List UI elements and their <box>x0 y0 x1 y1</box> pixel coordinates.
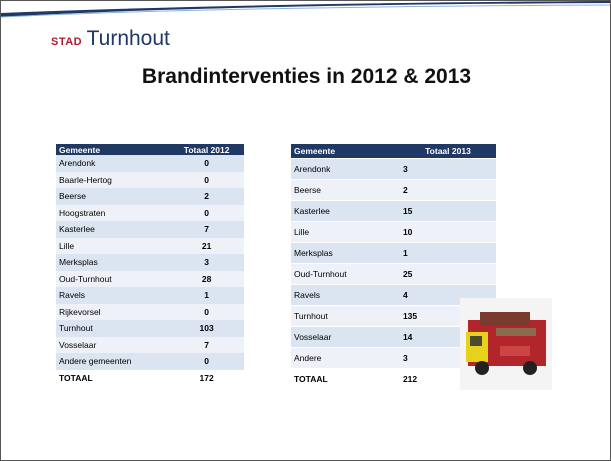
cell-value: 0 <box>169 172 244 189</box>
cell-municipality: Ravels <box>291 285 400 306</box>
slide-title: Brandinterventies in 2012 & 2013 <box>1 65 611 89</box>
cell-value: 10 <box>400 222 496 243</box>
logo-name: Turnhout <box>87 27 170 50</box>
cell-value: 7 <box>169 337 244 354</box>
cell-value: 2 <box>400 180 496 201</box>
cell-value: 3 <box>169 254 244 271</box>
cell-value: 1 <box>400 243 496 264</box>
cell-municipality: Beerse <box>291 180 400 201</box>
cell-municipality: Andere gemeenten <box>56 353 169 370</box>
cell-value: 103 <box>169 320 244 337</box>
logo-prefix: STAD <box>51 36 82 48</box>
cell-municipality: Lille <box>291 222 400 243</box>
cell-municipality: Vosselaar <box>56 337 169 354</box>
column-header: Totaal 2013 <box>400 144 496 159</box>
cell-municipality: Merksplas <box>56 254 169 271</box>
top-swoosh <box>1 1 611 21</box>
cell-municipality: Andere <box>291 348 400 369</box>
cell-municipality: Oud-Turnhout <box>291 264 400 285</box>
fire-truck-image <box>460 298 552 390</box>
cell-value: 3 <box>400 159 496 180</box>
cell-municipality: Baarle-Hertog <box>56 172 169 189</box>
cell-municipality: Hoogstraten <box>56 205 169 222</box>
column-header: Totaal 2012 <box>169 144 244 155</box>
cell-municipality: Vosselaar <box>291 327 400 348</box>
cell-municipality: Kasterlee <box>56 221 169 238</box>
cell-value: 7 <box>169 221 244 238</box>
column-header: Gemeente <box>291 144 400 159</box>
cell-municipality: Turnhout <box>291 306 400 327</box>
cell-value: 25 <box>400 264 496 285</box>
cell-municipality: TOTAAL <box>291 369 400 390</box>
cell-municipality: Rijkevorsel <box>56 304 169 321</box>
slide: STAD Turnhout Brandinterventies in 2012 … <box>0 0 611 461</box>
cell-municipality: Turnhout <box>56 320 169 337</box>
cell-value: 2 <box>169 188 244 205</box>
cell-municipality: Beerse <box>56 188 169 205</box>
logo: STAD Turnhout <box>51 27 170 51</box>
cell-municipality: Lille <box>56 238 169 255</box>
cell-municipality: Merksplas <box>291 243 400 264</box>
cell-municipality: Oud-Turnhout <box>56 271 169 288</box>
cell-value: 0 <box>169 353 244 370</box>
cell-value: 0 <box>169 155 244 172</box>
cell-municipality: Kasterlee <box>291 201 400 222</box>
cell-value: 0 <box>169 304 244 321</box>
cell-municipality: Ravels <box>56 287 169 304</box>
cell-value: 28 <box>169 271 244 288</box>
cell-value: 1 <box>169 287 244 304</box>
cell-value: 172 <box>169 370 244 387</box>
cell-municipality: TOTAAL <box>56 370 169 387</box>
column-header: Gemeente <box>56 144 169 155</box>
cell-value: 15 <box>400 201 496 222</box>
cell-municipality: Arendonk <box>56 155 169 172</box>
cell-municipality: Arendonk <box>291 159 400 180</box>
cell-value: 21 <box>169 238 244 255</box>
cell-value: 0 <box>169 205 244 222</box>
